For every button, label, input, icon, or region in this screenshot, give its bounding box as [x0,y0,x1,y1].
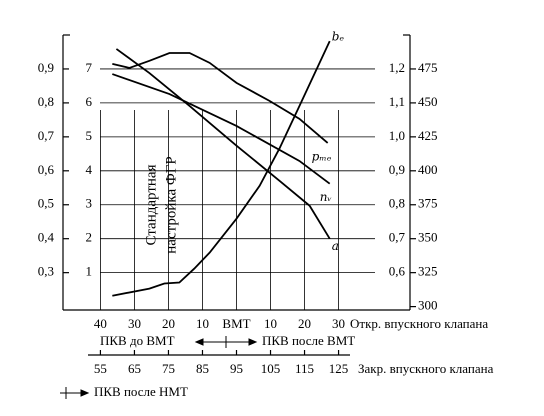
y3-tick-label: 0,4 [38,230,55,245]
y2-tick-label: 0,8 [389,196,405,211]
curve [112,73,331,185]
x-tick-label: 20 [298,316,311,331]
x2-axis-label: Закр. впускного клапана [358,361,494,376]
y2-tick-label: 0,9 [389,162,405,177]
curve-label: nᵥ [320,190,332,204]
y2-tick-label: 1,2 [389,60,405,75]
y4-tick-label: 425 [418,128,438,143]
x2-tick-label: 65 [128,361,141,376]
y3-tick-label: 0,7 [38,128,55,143]
y4-tick-label: 450 [418,94,438,109]
x2-tick-label: 115 [295,361,314,376]
x-tick-label: 10 [196,316,209,331]
y4-tick-label: 475 [418,60,438,75]
annotation: ПКВ до ВМТ [100,333,175,348]
x-axis-label: Откр. впускного клапана [350,316,488,331]
y2-tick-label: 0,6 [389,264,406,279]
x-tick-label: 20 [162,316,175,331]
y2-tick-label: 1,0 [389,128,405,143]
x-tick-label: 30 [128,316,141,331]
y-tick-label: 3 [86,196,93,211]
x-tick-label: ВМТ [222,316,250,331]
y-tick-label: 4 [86,162,93,177]
y3-tick-label: 0,3 [38,264,54,279]
y2-tick-label: 1,1 [389,94,405,109]
y-tick-label: 7 [86,60,93,75]
curve [115,48,331,240]
curve-label: bₑ [332,30,345,44]
x2-tick-label: 55 [94,361,107,376]
y4-tick-label: 325 [418,264,438,279]
curve-label: a [332,239,339,253]
y3-tick-label: 0,6 [38,162,55,177]
y4-tick-label: 350 [418,230,438,245]
x2-tick-label: 85 [196,361,209,376]
arrow [60,336,258,399]
y4-tick-label: 400 [418,162,438,177]
y3-tick-label: 0,5 [38,196,54,211]
y-tick-label: 1 [86,264,93,279]
y-tick-label: 5 [86,128,93,143]
curve [112,40,331,297]
x2-tick-label: 125 [329,361,349,376]
y3-tick-label: 0,8 [38,94,54,109]
y4-tick-label: 300 [418,298,438,313]
annotation: ПКВ после ВМТ [262,333,355,348]
x2-tick-label: 105 [261,361,281,376]
curve [112,52,329,144]
curve-label: pₘₑ [312,149,332,163]
y-tick-label: 2 [86,230,93,245]
x2-tick-label: 95 [230,361,243,376]
y3-tick-label: 0,9 [38,60,54,75]
x2-tick-label: 75 [162,361,175,376]
x-tick-label: 40 [94,316,107,331]
annotation: ПКВ после НМТ [94,384,188,399]
y-tick-label: 6 [86,94,93,109]
y4-tick-label: 375 [418,196,438,211]
x-tick-label: 30 [332,316,345,331]
y2-tick-label: 0,7 [389,230,406,245]
x-tick-label: 10 [264,316,277,331]
